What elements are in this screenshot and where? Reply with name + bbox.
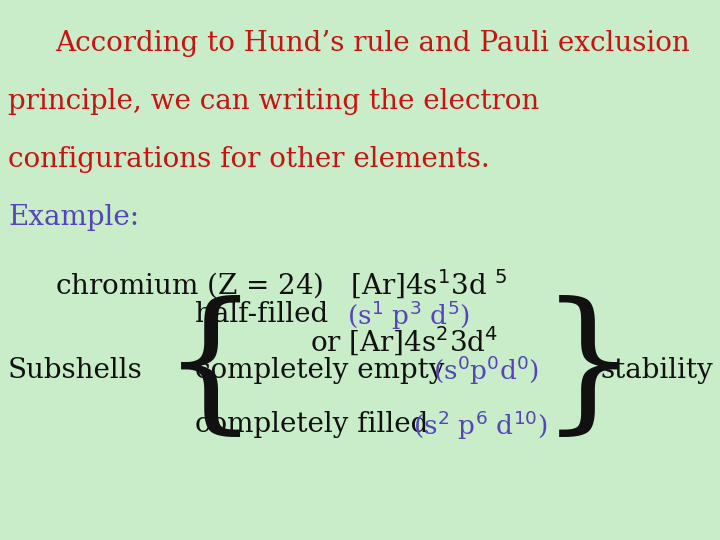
Text: completely empty: completely empty (195, 356, 444, 383)
Text: stability: stability (600, 356, 713, 383)
Text: (s$^{0}$p$^{0}$d$^{0}$): (s$^{0}$p$^{0}$d$^{0}$) (433, 353, 539, 387)
Text: chromium (Z = 24)   [Ar]4s$^{1}$3d $^{5}$: chromium (Z = 24) [Ar]4s$^{1}$3d $^{5}$ (55, 267, 508, 301)
Text: completely filled: completely filled (195, 411, 437, 438)
Text: Subshells: Subshells (8, 356, 143, 383)
Text: configurations for other elements.: configurations for other elements. (8, 146, 490, 173)
Text: Example:: Example: (8, 204, 139, 231)
Text: (s$^{1}$ p$^{3}$ d$^{5}$): (s$^{1}$ p$^{3}$ d$^{5}$) (347, 298, 470, 332)
Text: or [Ar]4s$^{2}$3d$^{4}$: or [Ar]4s$^{2}$3d$^{4}$ (310, 325, 498, 359)
Text: According to Hund’s rule and Pauli exclusion: According to Hund’s rule and Pauli exclu… (55, 30, 690, 57)
Text: }: } (540, 296, 637, 444)
Text: {: { (162, 296, 259, 444)
Text: principle, we can writing the electron: principle, we can writing the electron (8, 88, 539, 115)
Text: (s$^{2}$ p$^{6}$ d$^{10}$): (s$^{2}$ p$^{6}$ d$^{10}$) (413, 408, 548, 442)
Text: half-filled: half-filled (195, 301, 337, 328)
